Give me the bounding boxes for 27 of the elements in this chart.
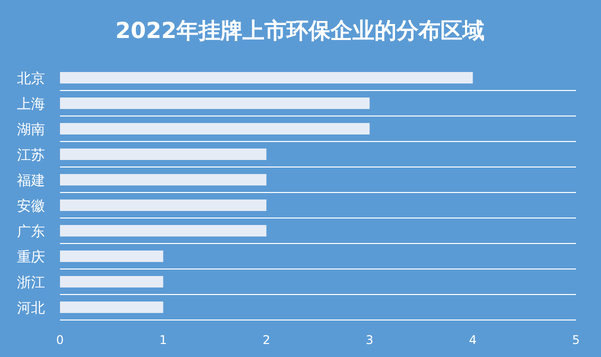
bar [60,148,266,160]
y-tick-label: 安徽 [17,198,45,214]
chart-title: 2022年挂牌上市环保企业的分布区域 [115,18,485,44]
y-tick-label: 北京 [17,70,45,87]
x-tick-label: 3 [366,333,374,347]
bar [60,72,473,84]
bar [60,174,266,186]
x-tick-label: 0 [56,333,64,347]
y-tick-label: 上海 [17,96,45,112]
x-tick-label: 2 [262,333,270,347]
bar [60,225,266,236]
bar [60,98,370,109]
x-tick-label: 4 [468,333,477,347]
y-tick-label: 广东 [17,224,45,240]
bar [60,276,164,288]
y-tick-label: 河北 [17,300,45,316]
y-tick-label: 浙江 [17,274,45,291]
y-tick-label: 重庆 [17,249,45,266]
y-tick-label: 江苏 [17,147,45,164]
bar [60,302,164,313]
bar [60,250,164,262]
bar [60,200,266,211]
x-tick-label: 1 [159,333,168,347]
bar [60,123,370,134]
y-tick-label: 湖南 [17,122,45,138]
y-tick-label: 福建 [17,172,45,189]
x-tick-label: 5 [572,333,580,347]
